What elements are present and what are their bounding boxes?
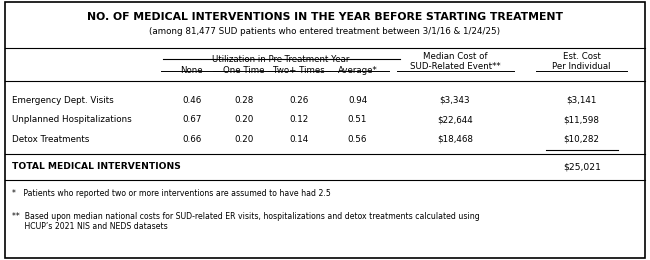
Text: 0.14: 0.14 <box>289 135 309 144</box>
Text: 0.20: 0.20 <box>234 135 254 144</box>
Text: 0.20: 0.20 <box>234 115 254 124</box>
Text: None: None <box>181 66 203 75</box>
Text: **  Based upon median national costs for SUD-related ER visits, hospitalizations: ** Based upon median national costs for … <box>12 212 480 231</box>
Text: TOTAL MEDICAL INTERVENTIONS: TOTAL MEDICAL INTERVENTIONS <box>12 162 181 171</box>
Text: Unplanned Hospitalizations: Unplanned Hospitalizations <box>12 115 131 124</box>
Text: 0.26: 0.26 <box>289 96 309 105</box>
Text: NO. OF MEDICAL INTERVENTIONS IN THE YEAR BEFORE STARTING TREATMENT: NO. OF MEDICAL INTERVENTIONS IN THE YEAR… <box>87 12 563 22</box>
Text: 0.66: 0.66 <box>182 135 202 144</box>
Text: Emergency Dept. Visits: Emergency Dept. Visits <box>12 96 114 105</box>
Text: One Time: One Time <box>223 66 265 75</box>
Text: $10,282: $10,282 <box>564 135 600 144</box>
Text: $11,598: $11,598 <box>564 115 600 124</box>
Text: 0.46: 0.46 <box>182 96 202 105</box>
Text: 0.51: 0.51 <box>348 115 367 124</box>
Text: 0.67: 0.67 <box>182 115 202 124</box>
Text: *   Patients who reported two or more interventions are assumed to have had 2.5: * Patients who reported two or more inte… <box>12 188 330 198</box>
Text: 0.28: 0.28 <box>234 96 254 105</box>
Text: Utilization in Pre-Treatment Year: Utilization in Pre-Treatment Year <box>213 55 350 64</box>
Text: 0.56: 0.56 <box>348 135 367 144</box>
Text: SUD-Related Event**: SUD-Related Event** <box>410 62 500 72</box>
Text: $3,343: $3,343 <box>439 96 471 105</box>
Text: $22,644: $22,644 <box>437 115 473 124</box>
Text: Median Cost of: Median Cost of <box>422 52 488 61</box>
Text: Est. Cost: Est. Cost <box>563 52 601 61</box>
Text: $25,021: $25,021 <box>563 162 601 171</box>
Text: (among 81,477 SUD patients who entered treatment between 3/1/16 & 1/24/25): (among 81,477 SUD patients who entered t… <box>150 27 500 36</box>
Text: Average*: Average* <box>337 66 378 75</box>
Text: Two+ Times: Two+ Times <box>273 66 325 75</box>
Text: 0.12: 0.12 <box>289 115 309 124</box>
Text: Per Individual: Per Individual <box>552 62 611 72</box>
Text: Detox Treatments: Detox Treatments <box>12 135 89 144</box>
Text: $18,468: $18,468 <box>437 135 473 144</box>
Text: 0.94: 0.94 <box>348 96 367 105</box>
Text: $3,141: $3,141 <box>567 96 597 105</box>
